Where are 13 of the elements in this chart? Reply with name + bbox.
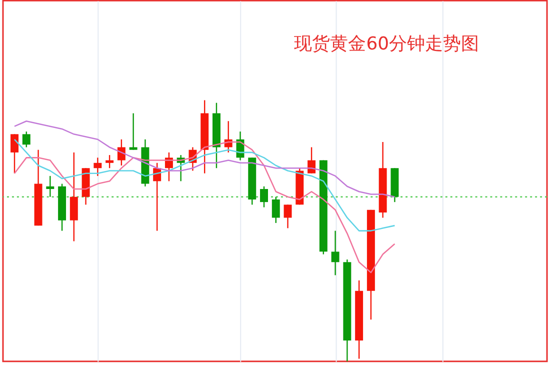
candlestick xyxy=(272,196,280,224)
candlestick xyxy=(117,138,126,166)
candlestick xyxy=(94,157,102,177)
candlestick xyxy=(106,154,114,169)
candlestick xyxy=(284,204,292,229)
candlestick xyxy=(331,230,340,276)
candlestick xyxy=(70,152,78,242)
candlestick xyxy=(46,175,54,198)
candlestick xyxy=(10,134,18,174)
candlestick xyxy=(22,130,30,148)
candlestick xyxy=(129,112,138,150)
chart-title: 现货黄金60分钟走势图 xyxy=(294,33,479,54)
candlestick xyxy=(260,186,268,208)
